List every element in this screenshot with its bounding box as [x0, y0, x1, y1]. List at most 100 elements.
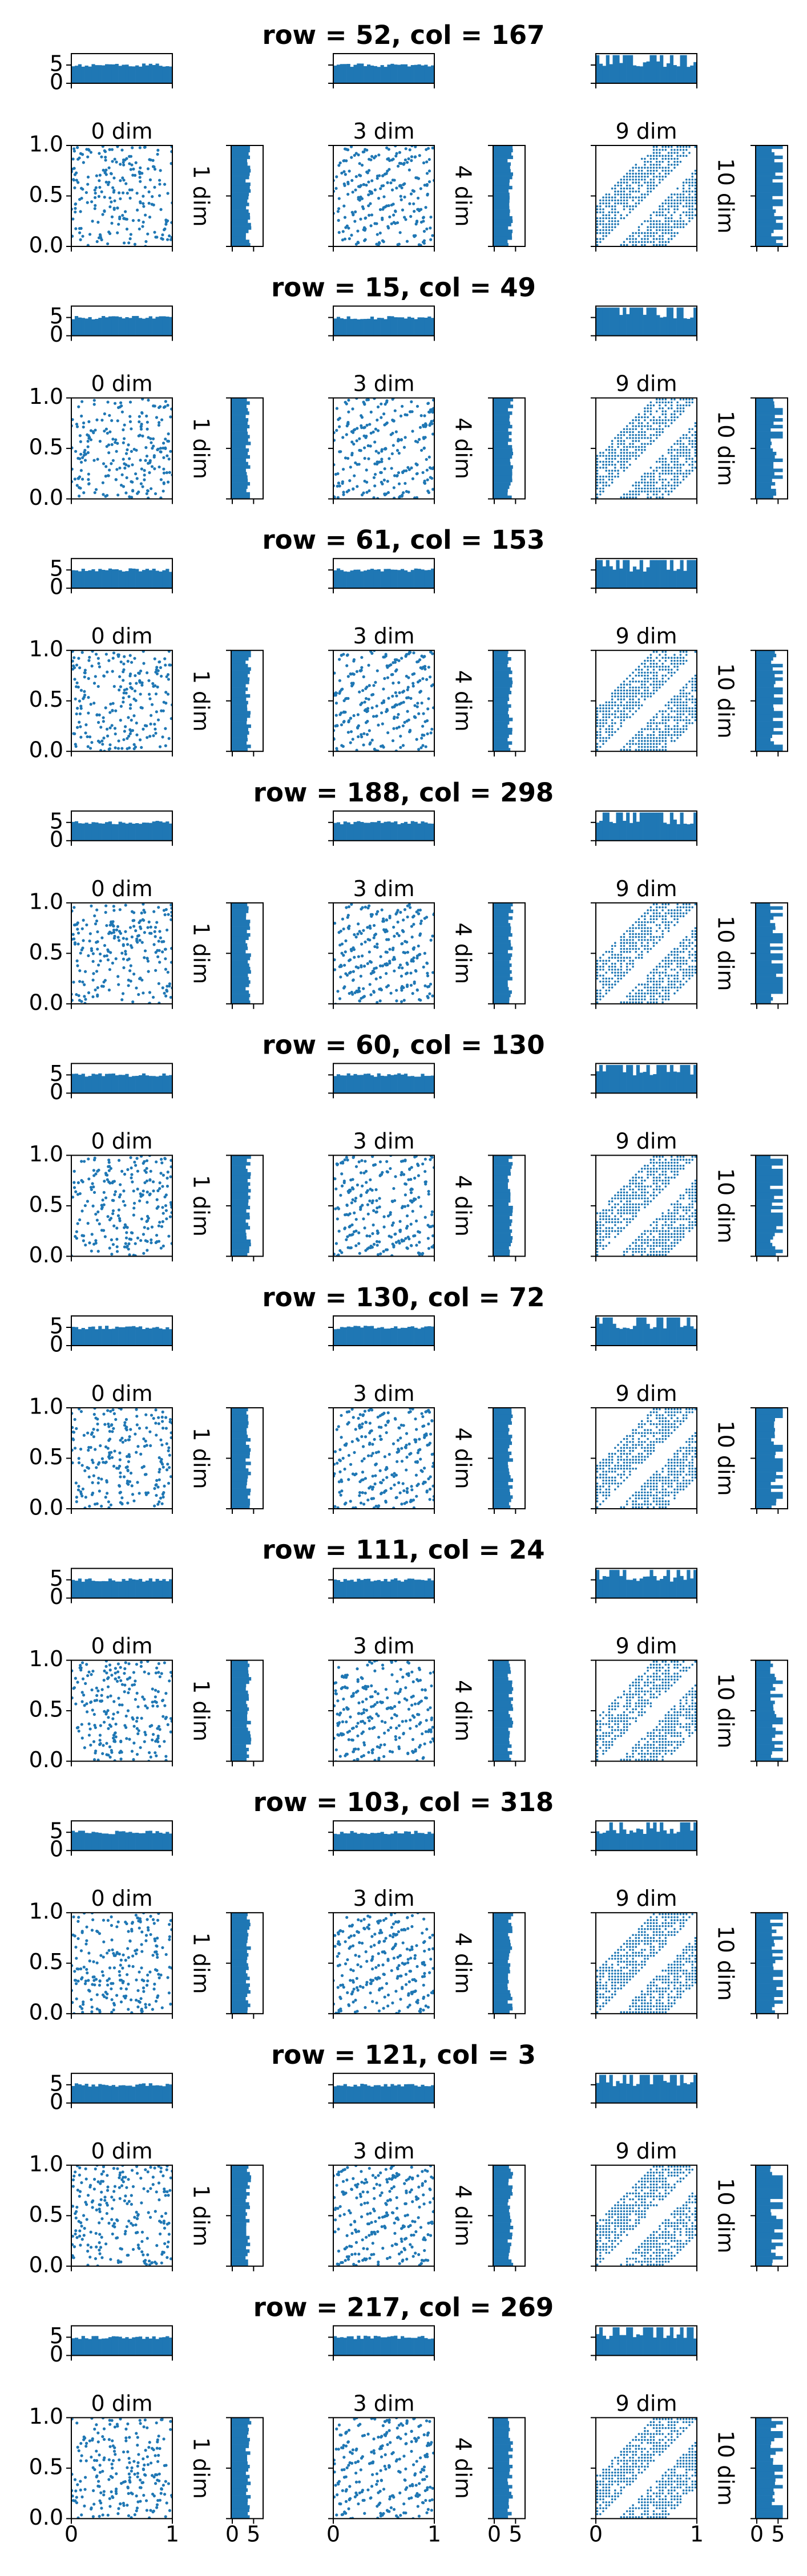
point [162, 467, 166, 471]
point [385, 708, 389, 711]
hist-bar [626, 560, 630, 589]
point [118, 675, 122, 678]
point [95, 919, 99, 923]
point [169, 238, 172, 241]
point [640, 734, 643, 736]
point [667, 725, 670, 727]
point [138, 672, 141, 675]
point [102, 736, 106, 740]
hist-bar [384, 821, 388, 841]
point [77, 994, 80, 998]
point [164, 744, 167, 747]
tick-label: 0 [50, 827, 63, 852]
hist-bar [756, 495, 773, 499]
point [353, 955, 356, 959]
point [664, 731, 667, 734]
point [108, 196, 112, 200]
point [429, 650, 433, 653]
point [429, 476, 432, 479]
hist-bar [756, 674, 775, 678]
point [79, 452, 83, 456]
hist-bar [401, 823, 405, 841]
point [664, 467, 667, 469]
point [76, 927, 79, 931]
point [640, 674, 643, 677]
point [679, 223, 682, 225]
hist-bar [646, 307, 650, 336]
hist-bar [493, 482, 511, 486]
point [673, 734, 676, 736]
hist-bar [756, 660, 772, 665]
hist-bar [493, 465, 513, 469]
hist-bar [619, 63, 623, 83]
point [676, 977, 679, 980]
point [691, 710, 693, 712]
point [664, 921, 667, 924]
point [649, 666, 652, 668]
point [154, 969, 158, 972]
point [420, 736, 423, 740]
hist-bar [231, 445, 246, 449]
point [644, 413, 646, 416]
side-label: 1 dim [189, 670, 214, 732]
point [629, 992, 631, 995]
hist-bar [231, 902, 248, 906]
point [620, 959, 623, 962]
point [373, 462, 377, 465]
point [676, 734, 679, 736]
point [360, 735, 364, 739]
point [78, 457, 82, 460]
point [98, 185, 102, 189]
point [429, 238, 433, 241]
point [685, 155, 688, 157]
point [410, 466, 413, 469]
hist-bar [91, 64, 95, 83]
point [416, 681, 420, 684]
point [652, 179, 655, 181]
hist-bar [231, 431, 248, 435]
point [342, 491, 345, 494]
point [416, 208, 419, 211]
point [143, 145, 146, 149]
point [421, 724, 425, 728]
point [685, 704, 688, 707]
point [417, 712, 421, 715]
point [620, 939, 623, 941]
point [361, 688, 365, 692]
point [667, 995, 670, 998]
point [632, 175, 634, 178]
hist-bar [493, 983, 508, 987]
point [126, 659, 130, 663]
point [599, 959, 602, 962]
point [378, 975, 382, 979]
hist-bar [493, 714, 509, 718]
point [112, 189, 116, 192]
point [602, 490, 604, 493]
point [385, 146, 389, 149]
point [96, 221, 100, 224]
tick-label: 1.0 [29, 637, 63, 662]
point [599, 974, 602, 977]
point [635, 190, 637, 193]
point [659, 728, 661, 730]
point [397, 934, 401, 937]
point [378, 241, 381, 245]
point [74, 697, 77, 700]
point [162, 471, 166, 475]
point [387, 157, 390, 160]
hist-bar [493, 148, 513, 153]
point [676, 460, 679, 463]
hist-bar [84, 823, 88, 841]
point [682, 983, 685, 986]
point [355, 670, 359, 673]
point [647, 220, 649, 222]
point [605, 232, 608, 234]
point [359, 184, 362, 187]
point [632, 196, 634, 199]
point [664, 725, 667, 727]
point [399, 734, 402, 738]
point [673, 416, 676, 419]
point [632, 455, 634, 457]
point [655, 428, 658, 431]
point [652, 472, 655, 475]
